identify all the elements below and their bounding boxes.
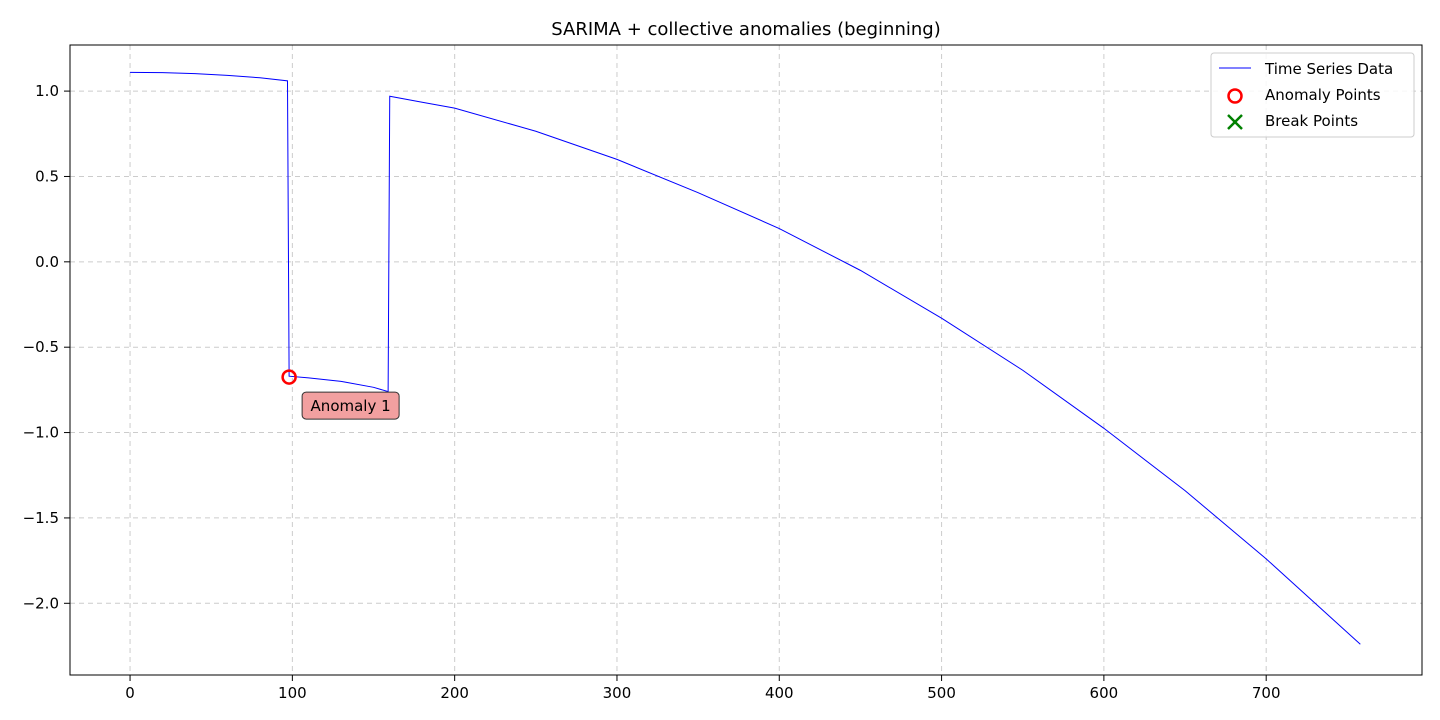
anomaly-point-marker (281, 369, 297, 385)
axis-ticks: 0 100 200 300 400 500 600 700 1.0 0.5 0.0 −0.5 −1.0 −… (23, 82, 1281, 702)
series-line-time-series (130, 71, 1361, 645)
x-tick-label: 700 (1252, 684, 1281, 702)
legend-x-icon (1227, 114, 1243, 130)
y-tick-label: 1.0 (35, 82, 59, 100)
plot-background (70, 45, 1422, 675)
x-tick-label: 200 (440, 684, 469, 702)
plot-frame (69, 44, 1423, 676)
anomaly-annotation-box (301, 391, 400, 420)
legend-label: Break Points (1265, 112, 1358, 130)
x-tick-label: 500 (927, 684, 956, 702)
x-tick-label: 300 (603, 684, 632, 702)
x-tick-label: 600 (1090, 684, 1119, 702)
legend-box (1210, 52, 1415, 138)
legend: Time Series Data Anomaly Points Break Poin… (1210, 52, 1415, 138)
chart-title: SARIMA + collective anomalies (beginning… (551, 19, 940, 40)
anomaly-annotation-label: Anomaly 1 (311, 397, 391, 415)
y-tick-label: −1.0 (23, 424, 59, 442)
y-tick-label: −1.5 (23, 509, 59, 527)
y-tick-label: 0.0 (35, 253, 59, 271)
legend-label: Time Series Data (1264, 60, 1393, 78)
x-tick-label: 0 (125, 684, 135, 702)
y-tick-label: 0.5 (35, 167, 59, 185)
y-tick-label: −2.0 (23, 594, 59, 612)
series-layer (130, 71, 1361, 645)
x-tick-label: 100 (278, 684, 307, 702)
anomaly-markers: Anomaly 1 (281, 369, 400, 420)
legend-label: Anomaly Points (1265, 86, 1381, 104)
x-tick-label: 400 (765, 684, 794, 702)
grid-lines (70, 45, 1422, 675)
legend-circle-icon (1227, 88, 1243, 104)
y-tick-label: −0.5 (23, 338, 59, 356)
